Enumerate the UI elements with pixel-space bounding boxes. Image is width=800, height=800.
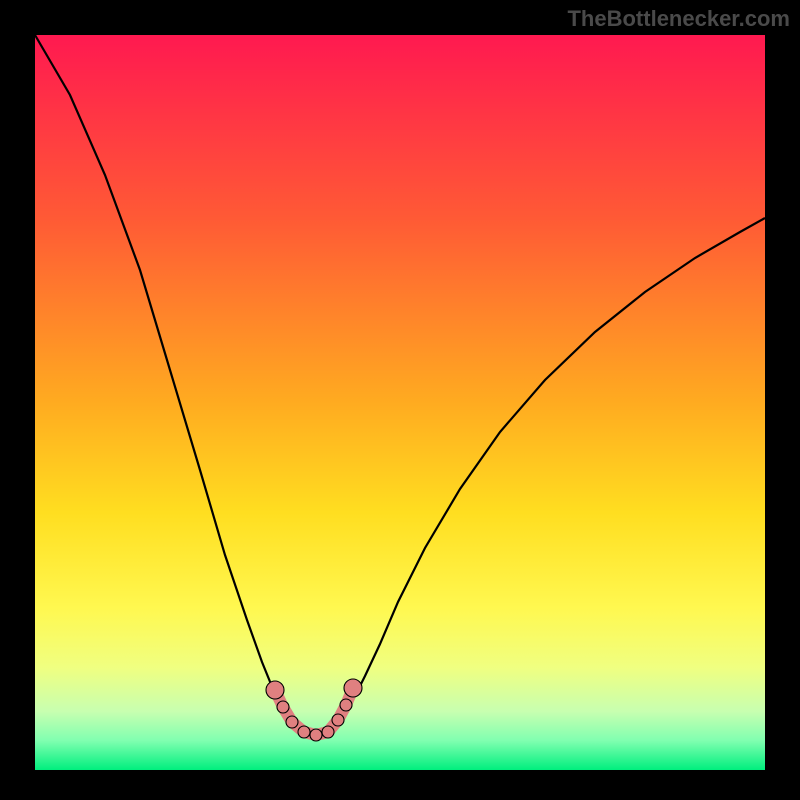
trough-dot	[310, 729, 322, 741]
trough-dot	[340, 699, 352, 711]
trough-cap	[266, 681, 284, 699]
chart-container: TheBottlenecker.com	[0, 0, 800, 800]
watermark-text: TheBottlenecker.com	[567, 6, 790, 32]
trough-cap	[344, 679, 362, 697]
bottleneck-curve	[35, 35, 765, 738]
dotted-trough-overlay	[266, 679, 362, 741]
trough-dot	[286, 716, 298, 728]
trough-dot	[322, 726, 334, 738]
trough-dot	[298, 726, 310, 738]
chart-svg	[0, 0, 800, 800]
trough-dot	[277, 701, 289, 713]
trough-dot	[332, 714, 344, 726]
